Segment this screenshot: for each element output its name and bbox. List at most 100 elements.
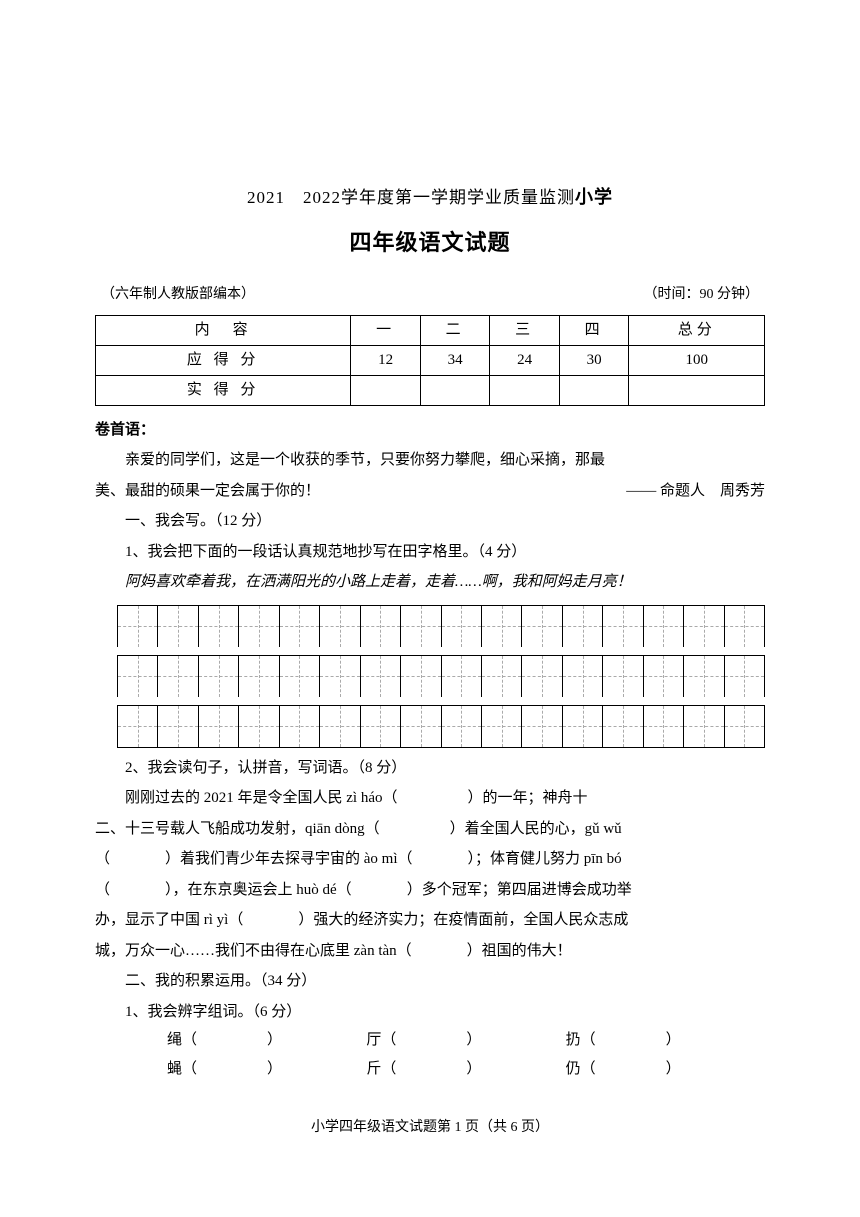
w22b: ） — [466, 1061, 481, 1077]
grid-cell — [644, 706, 684, 747]
grid-cell — [118, 656, 158, 697]
grid-cell — [522, 706, 562, 747]
full-2: 34 — [420, 345, 490, 375]
grid-cell — [199, 606, 239, 647]
time-note: （时间：90 分钟） — [644, 282, 760, 309]
w13a: 扔（ — [566, 1032, 596, 1048]
prologue-label: 卷首语： — [95, 416, 765, 445]
s1q2-t2b: ）着全国人民的心，gǔ wǔ — [450, 821, 622, 837]
prologue-author: —— 命题人 周秀芳 — [626, 477, 765, 506]
grid-cell — [280, 656, 320, 697]
w21b: ） — [267, 1061, 282, 1077]
grid-cell — [320, 706, 360, 747]
grid-cell — [280, 606, 320, 647]
actual-total — [629, 375, 765, 405]
s1q2-t4b: ），在东京奥运会上 huò dé（ — [165, 882, 352, 898]
grid-cell — [563, 606, 603, 647]
s1q2-t4c: ）多个冠军；第四届进博会成功举 — [407, 882, 632, 898]
actual-2 — [420, 375, 490, 405]
grid-cell — [280, 706, 320, 747]
prologue-line2-left: 美、最甜的硕果一定会属于你的！ — [95, 477, 320, 506]
grid-cell — [199, 706, 239, 747]
s1q2-t4a: （ — [95, 882, 110, 898]
s1q2-t5b: ）强大的经济实力；在疫情面前，全国人民众志成 — [298, 912, 628, 928]
s1q2-t2a: 二、十三号载人飞船成功发射，qiān dòng（ — [95, 821, 380, 837]
exam-page: 2021 2022学年度第一学期学业质量监测小学 四年级语文试题 （六年制人教版… — [0, 0, 860, 1123]
s1-q1-label: 1、我会把下面的一段话认真规范地抄写在田字格里。（4 分） — [95, 538, 765, 567]
w13b: ） — [666, 1032, 681, 1048]
grid-cell — [118, 606, 158, 647]
th-total: 总分 — [629, 315, 765, 345]
grid-cell — [725, 606, 765, 647]
grid-cell — [603, 656, 643, 697]
s1q2-t6b: ）祖国的伟大！ — [467, 943, 572, 959]
grid-cell — [684, 656, 724, 697]
score-full-row: 应 得 分 12 34 24 30 100 — [96, 345, 765, 375]
grid-cell — [239, 656, 279, 697]
s1-q2-l3: （ ）着我们青少年去探寻宇宙的 ào mì（ ）；体育健儿努力 pīn bó — [95, 845, 765, 874]
score-table: 内 容 一 二 三 四 总分 应 得 分 12 34 24 30 100 实 得… — [95, 315, 765, 406]
grid-cell — [361, 706, 401, 747]
grid-cell — [725, 656, 765, 697]
grid-cell — [158, 706, 198, 747]
grid-cell — [482, 656, 522, 697]
section1-title: 一、我会写。（12 分） — [95, 507, 765, 536]
s1q2-t6a: 城，万众一心……我们不由得在心底里 zàn tàn（ — [95, 943, 412, 959]
grid-cell — [158, 606, 198, 647]
s2-q1-label: 1、我会辨字组词。（6 分） — [95, 998, 765, 1027]
header-title-line2: 四年级语文试题 — [95, 222, 765, 264]
actual-3 — [490, 375, 560, 405]
grid-cell — [199, 656, 239, 697]
grid-cell — [644, 656, 684, 697]
s1q2-t1b: ）的一年；神舟十 — [467, 790, 587, 806]
actual-1 — [351, 375, 421, 405]
s1q2-t3c: ）；体育健儿努力 pīn bó — [468, 851, 622, 867]
meta-row: （六年制人教版部编本） （时间：90 分钟） — [95, 282, 765, 315]
grid-cell — [603, 706, 643, 747]
grid-cell — [401, 706, 441, 747]
grid-cell — [442, 606, 482, 647]
grid-cell — [361, 606, 401, 647]
grid-cell — [603, 606, 643, 647]
grid-cell — [361, 656, 401, 697]
grid-cell — [522, 606, 562, 647]
s1q2-t5a: 办，显示了中国 rì yì（ — [95, 912, 243, 928]
th-1: 一 — [351, 315, 421, 345]
score-header-row: 内 容 一 二 三 四 总分 — [96, 315, 765, 345]
w12b: ） — [466, 1032, 481, 1048]
full-total: 100 — [629, 345, 765, 375]
section2-title: 二、我的积累运用。（34 分） — [95, 967, 765, 996]
s1-q2-l1: 刚刚过去的 2021 年是令全国人民 zì háo（）的一年；神舟十 — [95, 784, 765, 813]
grid-cell — [725, 706, 765, 747]
s1q2-t3a: （ — [95, 851, 110, 867]
grid-cell — [522, 656, 562, 697]
grid-cell — [118, 706, 158, 747]
grid-cell — [320, 606, 360, 647]
th-2: 二 — [420, 315, 490, 345]
grid-cell — [320, 656, 360, 697]
s1-q1-text: 阿妈喜欢牵着我，在洒满阳光的小路上走着，走着……啊，我和阿妈走月亮！ — [95, 568, 765, 597]
s1-q2-l5: 办，显示了中国 rì yì（ ）强大的经济实力；在疫情面前，全国人民众志成 — [95, 906, 765, 935]
w11a: 绳（ — [167, 1032, 197, 1048]
page-footer: 小学四年级语文试题第 1 页（共 6 页） — [0, 1115, 860, 1142]
grid-cell — [239, 706, 279, 747]
s1-q2-l6: 城，万众一心……我们不由得在心底里 zàn tàn（ ）祖国的伟大！ — [95, 937, 765, 966]
word-row-2: 蝇（） 斤（） 仍（） — [95, 1055, 765, 1084]
w23b: ） — [666, 1061, 681, 1077]
s1q2-t3b: ）着我们青少年去探寻宇宙的 ào mì（ — [165, 851, 413, 867]
grid-cell — [442, 656, 482, 697]
score-actual-row: 实 得 分 — [96, 375, 765, 405]
th-3: 三 — [490, 315, 560, 345]
grid-cell — [684, 606, 724, 647]
grid-cell — [442, 706, 482, 747]
prologue-line1: 亲爱的同学们，这是一个收获的季节，只要你努力攀爬，细心采摘，那最 — [95, 446, 765, 475]
grid-cell — [401, 656, 441, 697]
full-label: 应 得 分 — [96, 345, 351, 375]
s1-q2-l4: （ ），在东京奥运会上 huò dé（ ）多个冠军；第四届进博会成功举 — [95, 876, 765, 905]
tianzige-grid — [117, 605, 765, 748]
title-big: 小学 — [575, 187, 613, 207]
th-content: 内 容 — [96, 315, 351, 345]
w11b: ） — [267, 1032, 282, 1048]
grid-cell — [563, 706, 603, 747]
grid-cell — [482, 606, 522, 647]
